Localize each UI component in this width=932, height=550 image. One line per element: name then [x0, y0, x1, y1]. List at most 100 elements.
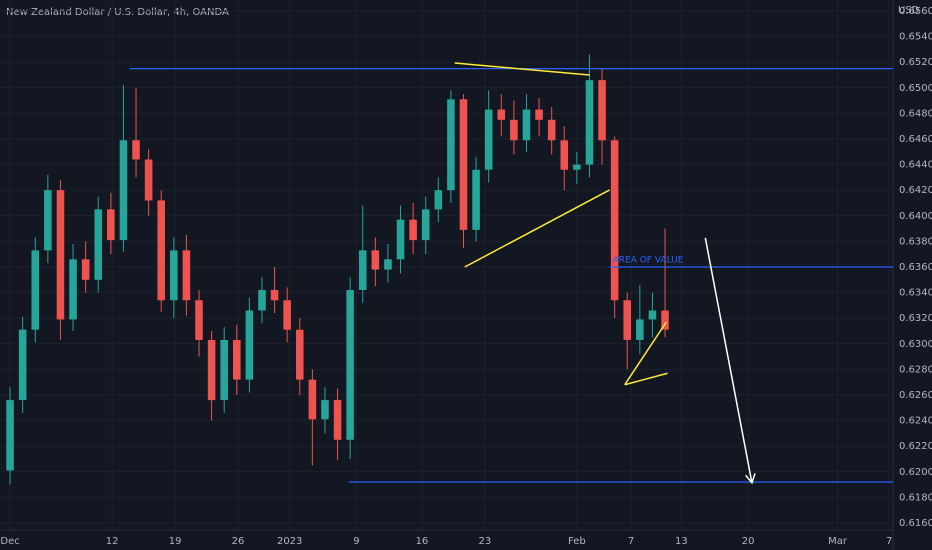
candle-body	[195, 300, 203, 340]
candle-body	[358, 250, 367, 291]
candle-body	[510, 119, 518, 141]
candle-body	[396, 219, 405, 260]
candle-body	[132, 140, 140, 160]
x-tick-label: 7	[886, 536, 892, 547]
candle-body	[258, 290, 266, 311]
x-tick-label: 23	[479, 536, 492, 547]
x-tick-label: Feb	[568, 536, 586, 547]
candle-body	[144, 159, 153, 201]
trend-line	[454, 62, 590, 76]
candle-body	[472, 169, 480, 230]
candle-body	[333, 400, 342, 440]
candle-body	[119, 140, 128, 241]
candle-body	[585, 80, 594, 165]
candle-body	[648, 310, 657, 320]
candle-body	[409, 219, 417, 241]
level-label: AREA OF VALUE	[613, 255, 684, 265]
candle-body	[245, 310, 254, 380]
candle-body	[170, 250, 178, 301]
arrow-head	[745, 473, 756, 485]
candle-body	[233, 339, 241, 380]
x-tick-label: 26	[232, 536, 245, 547]
candle-body	[535, 109, 543, 120]
trend-line	[624, 372, 668, 386]
candle-body	[220, 339, 228, 401]
candle-body	[497, 109, 506, 120]
trend-line	[624, 321, 667, 386]
candle-body	[346, 290, 354, 440]
x-tick-label: 12	[106, 536, 119, 547]
y-tick-label: 0.65600	[899, 6, 932, 17]
candle-body	[560, 140, 569, 170]
x-tick-label: 7	[628, 536, 634, 547]
candle-body	[283, 300, 291, 330]
candle-body	[207, 339, 216, 401]
candle-body	[295, 329, 304, 380]
chart-title: New Zealand Dollar / U.S. Dollar, 4h, OA…	[6, 7, 229, 18]
candle-body	[573, 164, 581, 170]
candle-body	[107, 209, 115, 241]
candle-body	[18, 329, 27, 401]
candle-body	[270, 290, 279, 301]
x-tick-label: 20	[742, 536, 755, 547]
x-tick-label: 19	[169, 536, 182, 547]
candle-body	[94, 209, 103, 280]
candle-body	[321, 400, 329, 420]
candle-body	[598, 80, 606, 141]
candle-body	[484, 109, 493, 170]
x-tick-label: 16	[416, 536, 429, 547]
candle-body	[44, 190, 52, 251]
y-axis-label: USD	[898, 5, 920, 16]
candle-body	[6, 400, 14, 471]
candle-body	[31, 250, 40, 330]
candle-body	[459, 99, 468, 230]
candle-body	[56, 190, 65, 320]
candle-body	[182, 250, 191, 301]
x-tick-label: 2023	[277, 536, 302, 547]
candle-body	[623, 300, 632, 340]
candle-body	[371, 250, 380, 270]
x-tick-label: Dec	[0, 536, 19, 547]
candle-body	[384, 259, 392, 270]
arrow-line	[704, 237, 753, 484]
candle-body	[81, 259, 90, 280]
x-tick-label: 9	[353, 536, 359, 547]
candle-body	[610, 140, 619, 301]
candle-body	[547, 119, 556, 141]
trend-line	[464, 189, 610, 268]
candle-body	[157, 200, 165, 301]
candle-body	[522, 109, 531, 141]
candle-body	[434, 190, 443, 210]
candle-body	[636, 319, 644, 340]
candle-body	[661, 310, 669, 330]
candle-body	[421, 209, 430, 241]
x-tick-label: 13	[675, 536, 688, 547]
candle-body	[308, 379, 317, 420]
candle-body	[69, 259, 77, 320]
candle-body	[447, 99, 455, 191]
x-tick-label: Mar	[828, 536, 848, 547]
